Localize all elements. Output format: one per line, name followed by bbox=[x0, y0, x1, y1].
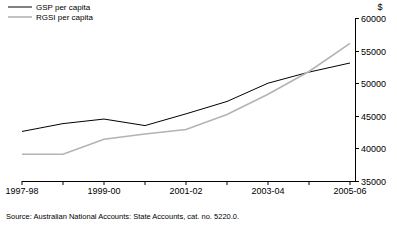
chart: 1997-98 1999-00 2001-02 2003-04 2005-0635000… bbox=[0, 0, 397, 227]
x-tick bbox=[309, 181, 310, 185]
y-tick-label: 60000 bbox=[361, 14, 386, 24]
y-tick-label: 50000 bbox=[361, 79, 386, 89]
x-tick-label: 2003-04 bbox=[251, 186, 284, 196]
y-tick bbox=[355, 83, 359, 84]
x-axis bbox=[22, 181, 355, 182]
source: Source: Australian National Accounts: St… bbox=[6, 212, 239, 221]
y-tick bbox=[355, 51, 359, 52]
x-tick bbox=[104, 181, 105, 185]
series-line bbox=[22, 43, 350, 154]
y-tick-label: 55000 bbox=[361, 47, 386, 57]
x-tick-label: 2005-06 bbox=[333, 186, 366, 196]
x-tick bbox=[186, 181, 187, 185]
x-tick bbox=[63, 181, 64, 185]
x-tick-label: 2001-02 bbox=[169, 186, 202, 196]
x-tick bbox=[350, 181, 351, 185]
plot bbox=[22, 43, 350, 154]
series-line bbox=[22, 63, 350, 131]
y-tick bbox=[355, 181, 359, 182]
legend-swatch bbox=[8, 16, 32, 18]
legend-label: GSP per capita bbox=[36, 3, 91, 12]
x-tick-label: 1997-98 bbox=[5, 186, 38, 196]
x-tick bbox=[22, 181, 23, 185]
y-tick bbox=[355, 148, 359, 149]
x-tick bbox=[145, 181, 146, 185]
x-tick bbox=[268, 181, 269, 185]
legend-label: RGSI per capita bbox=[36, 13, 93, 22]
legend-swatch bbox=[8, 7, 32, 8]
y-axis bbox=[355, 18, 356, 181]
y-tick-label: 35000 bbox=[361, 177, 386, 187]
y-tick bbox=[355, 116, 359, 117]
y-tick-label: 45000 bbox=[361, 112, 386, 122]
x-tick bbox=[227, 181, 228, 185]
y-tick-label: 40000 bbox=[361, 144, 386, 154]
x-tick-label: 1999-00 bbox=[87, 186, 120, 196]
y-tick bbox=[355, 18, 359, 19]
y-axis-label: $ bbox=[377, 2, 382, 12]
